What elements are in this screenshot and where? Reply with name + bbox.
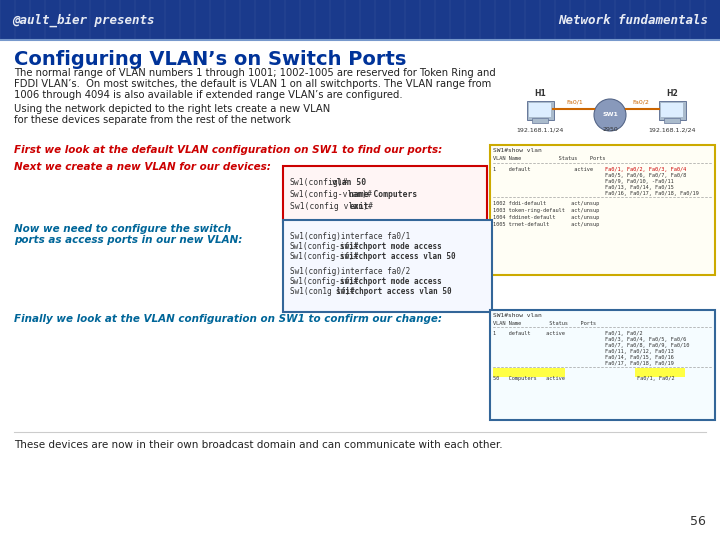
FancyBboxPatch shape	[659, 100, 685, 119]
Text: 192.168.1.2/24: 192.168.1.2/24	[648, 127, 696, 132]
Text: Fa0/16, Fa0/17, Fa0/18, Fa0/19: Fa0/16, Fa0/17, Fa0/18, Fa0/19	[605, 191, 698, 196]
Text: 1003 token-ring-default  act/unsup: 1003 token-ring-default act/unsup	[493, 208, 599, 213]
Text: Fa0/1, Fa0/2: Fa0/1, Fa0/2	[605, 331, 642, 336]
Text: Fa0/1: Fa0/1	[567, 99, 583, 104]
Text: Fa0/2: Fa0/2	[633, 99, 649, 104]
FancyBboxPatch shape	[0, 0, 720, 40]
Text: Finally we look at the VLAN configuration on SW1 to confirm our change:: Finally we look at the VLAN configuratio…	[14, 314, 442, 324]
FancyBboxPatch shape	[526, 100, 554, 119]
Text: switchport access vlan 50: switchport access vlan 50	[340, 252, 455, 261]
Text: for these devices separate from the rest of the network: for these devices separate from the rest…	[14, 115, 291, 125]
Text: name Computers: name Computers	[349, 190, 418, 199]
FancyBboxPatch shape	[529, 103, 551, 117]
FancyBboxPatch shape	[283, 220, 492, 312]
FancyBboxPatch shape	[661, 103, 683, 117]
Text: vlan 50: vlan 50	[332, 178, 366, 187]
FancyBboxPatch shape	[490, 310, 715, 420]
Text: Configuring VLAN’s on Switch Ports: Configuring VLAN’s on Switch Ports	[14, 50, 406, 69]
Text: Fa0/1, Fa0/2, Fa0/3, Fa0/4: Fa0/1, Fa0/2, Fa0/3, Fa0/4	[605, 167, 686, 172]
Text: SW1#show vlan: SW1#show vlan	[493, 313, 541, 318]
Text: switchport access vlan 50: switchport access vlan 50	[336, 287, 452, 296]
Text: Sw1(config-if)#: Sw1(config-if)#	[290, 242, 359, 251]
Text: Sw1(config vlan)#: Sw1(config vlan)#	[290, 202, 373, 211]
Text: Fa0/13, Fa0/14, Fa0/15: Fa0/13, Fa0/14, Fa0/15	[605, 185, 674, 190]
FancyBboxPatch shape	[490, 145, 715, 275]
FancyBboxPatch shape	[493, 368, 565, 377]
Text: 1006 through 4094 is also available if extended range VLAN’s are configured.: 1006 through 4094 is also available if e…	[14, 90, 402, 100]
FancyBboxPatch shape	[532, 118, 548, 123]
Text: VLAN Name            Status    Ports: VLAN Name Status Ports	[493, 156, 606, 161]
Text: Sw1(config)interface fa0/2: Sw1(config)interface fa0/2	[290, 267, 410, 276]
Text: 1    default     active: 1 default active	[493, 331, 565, 336]
Text: H2: H2	[666, 89, 678, 98]
Text: ports as access ports in our new VLAN:: ports as access ports in our new VLAN:	[14, 235, 243, 245]
Text: Fa0/3, Fa0/4, Fa0/5, Fa0/6: Fa0/3, Fa0/4, Fa0/5, Fa0/6	[605, 337, 686, 342]
Text: Fa0/7, Fa0/8, Fa0/9, Fa0/10: Fa0/7, Fa0/8, Fa0/9, Fa0/10	[605, 343, 689, 348]
Text: 1004 fddinet-default     act/unsup: 1004 fddinet-default act/unsup	[493, 215, 599, 220]
Text: VLAN Name         Status    Ports: VLAN Name Status Ports	[493, 321, 596, 326]
Text: exit: exit	[349, 202, 369, 211]
Text: Fa0/17, Fa0/18, Fa0/19: Fa0/17, Fa0/18, Fa0/19	[605, 361, 674, 366]
Text: Sw1(config-if)#: Sw1(config-if)#	[290, 277, 359, 286]
Text: These devices are now in their own broadcast domain and can communicate with eac: These devices are now in their own broad…	[14, 440, 503, 450]
Text: 1    default              active: 1 default active	[493, 167, 593, 172]
Text: Sw1(config-if)#: Sw1(config-if)#	[290, 252, 359, 261]
FancyBboxPatch shape	[664, 118, 680, 123]
Text: Using the network depicted to the right lets create a new VLAN: Using the network depicted to the right …	[14, 104, 330, 114]
Text: 50   Computers   active: 50 Computers active	[493, 376, 565, 381]
Text: The normal range of VLAN numbers 1 through 1001; 1002-1005 are reserved for Toke: The normal range of VLAN numbers 1 throu…	[14, 68, 496, 78]
FancyBboxPatch shape	[635, 368, 685, 377]
Text: SW1: SW1	[602, 111, 618, 117]
Text: Network fundamentals: Network fundamentals	[558, 14, 708, 26]
Text: Fa0/9, Fa0/10, -Fa0/11: Fa0/9, Fa0/10, -Fa0/11	[605, 179, 674, 184]
FancyBboxPatch shape	[283, 166, 487, 222]
Text: First we look at the default VLAN configuration on SW1 to find our ports:: First we look at the default VLAN config…	[14, 145, 442, 155]
Text: SW1#show vlan: SW1#show vlan	[493, 148, 541, 153]
Text: FDDI VLAN’s.  On most switches, the default is VLAN 1 on all switchports. The VL: FDDI VLAN’s. On most switches, the defau…	[14, 79, 491, 89]
Text: 192.168.1.1/24: 192.168.1.1/24	[516, 127, 564, 132]
Text: 1005 trnet-default       act/unsup: 1005 trnet-default act/unsup	[493, 222, 599, 227]
Text: Fa0/1, Fa0/2: Fa0/1, Fa0/2	[637, 376, 675, 381]
Text: Sw1(config)#: Sw1(config)#	[290, 178, 348, 187]
Text: Sw1(con1g 1f)#: Sw1(con1g 1f)#	[290, 287, 355, 296]
Text: Fa0/11, Fa0/12, Fa0/13: Fa0/11, Fa0/12, Fa0/13	[605, 349, 674, 354]
Text: 1002 fddi-default        act/unsup: 1002 fddi-default act/unsup	[493, 201, 599, 206]
Text: 2950: 2950	[602, 127, 618, 132]
FancyBboxPatch shape	[0, 40, 720, 540]
Text: Sw1(config)interface fa0/1: Sw1(config)interface fa0/1	[290, 232, 410, 241]
Text: 56: 56	[690, 515, 706, 528]
Text: switchport mode access: switchport mode access	[340, 277, 441, 286]
Text: switchport mode access: switchport mode access	[340, 242, 441, 251]
Text: H1: H1	[534, 89, 546, 98]
Text: Next we create a new VLAN for our devices:: Next we create a new VLAN for our device…	[14, 162, 271, 172]
Text: @ault_bier presents: @ault_bier presents	[12, 14, 155, 26]
Text: Now we need to configure the switch: Now we need to configure the switch	[14, 224, 231, 234]
Text: Fa0/14, Fa0/15, Fa0/16: Fa0/14, Fa0/15, Fa0/16	[605, 355, 674, 360]
Text: Fa0/5, Fa0/6, Fa0/7, Fa0/8: Fa0/5, Fa0/6, Fa0/7, Fa0/8	[605, 173, 686, 178]
Circle shape	[594, 99, 626, 131]
Text: Sw1(config-vlan)#: Sw1(config-vlan)#	[290, 190, 373, 199]
